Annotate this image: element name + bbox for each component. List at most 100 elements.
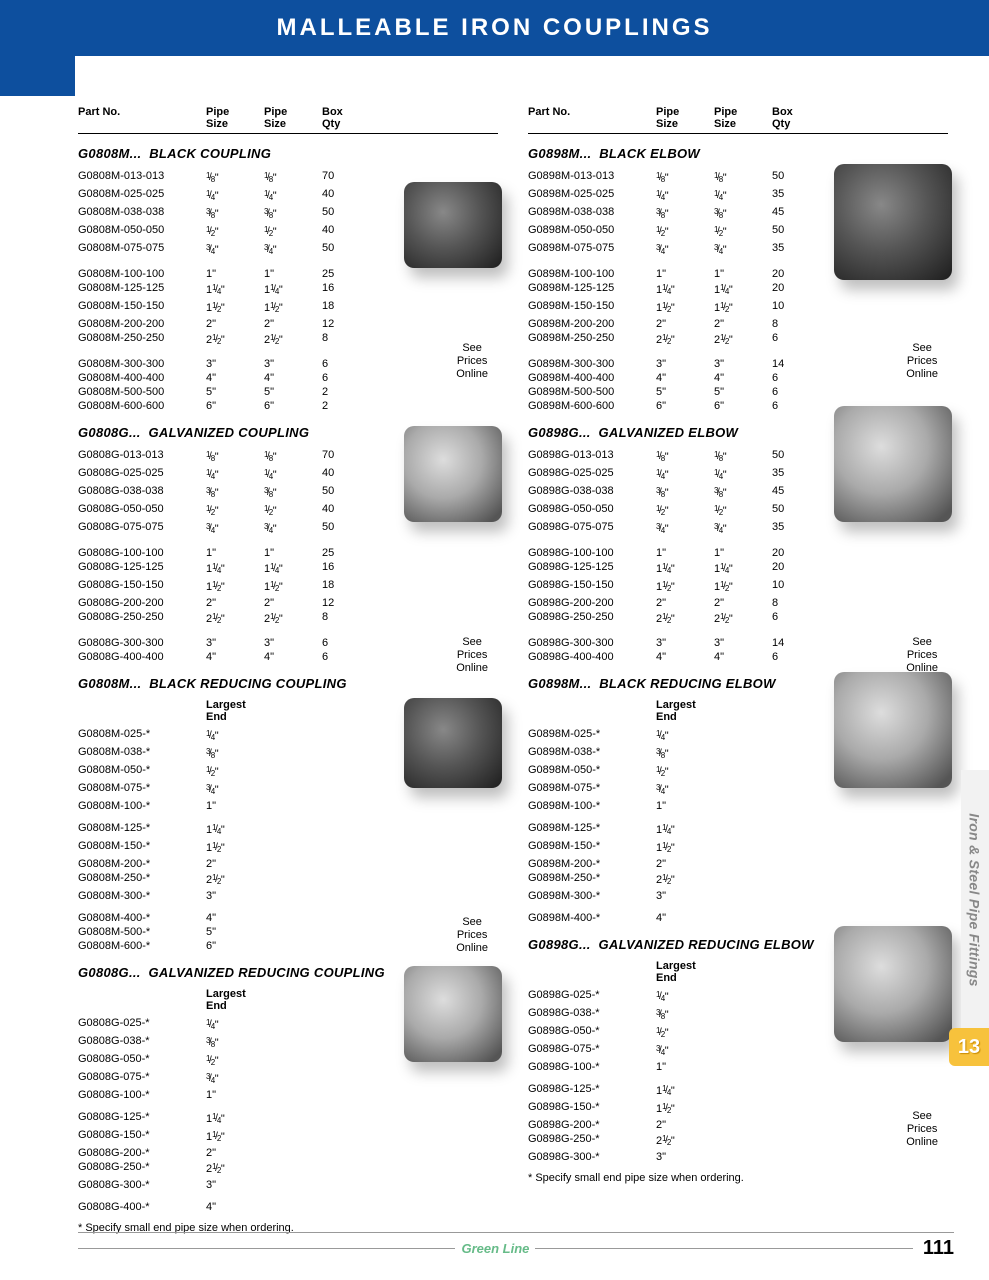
table-row: G0808G-150-15011/2"11/2"18	[78, 578, 498, 596]
table-row: G0898M-250-*21/2"	[528, 871, 948, 889]
table-row: G0808M-600-*6"	[78, 939, 498, 953]
table-row: G0808M-250-25021/2"21/2"8	[78, 331, 498, 349]
row-group: G0808G-300-3003"3"6G0808G-400-4004"4"6	[78, 636, 498, 664]
table-row: G0898G-075-*3/4"	[528, 1042, 948, 1060]
table-row: G0808M-100-*1"	[78, 799, 498, 813]
table-row: G0808G-400-4004"4"6	[78, 650, 498, 664]
table-row: G0898M-200-2002"2"8	[528, 317, 948, 331]
row-group: G0808M-300-3003"3"6G0808M-400-4004"4"6G0…	[78, 357, 498, 413]
section-tab: 13	[949, 1028, 989, 1066]
page-number: 111	[923, 1237, 954, 1260]
row-group: G0898M-400-*4"	[528, 911, 948, 925]
table-row: G0808M-100-1001"1"25	[78, 267, 498, 281]
table-row: G0808M-400-*4"	[78, 911, 498, 925]
product-image	[834, 672, 952, 788]
product-image	[404, 182, 502, 268]
table-row: G0898G-400-4004"4"6	[528, 650, 948, 664]
table-row: G0808M-150-15011/2"11/2"18	[78, 299, 498, 317]
see-prices-label: SeePricesOnline	[906, 636, 938, 675]
table-row: G0808M-125-12511/4"11/4"16	[78, 281, 498, 299]
row-group: G0898M-300-3003"3"14G0898M-400-4004"4"6G…	[528, 357, 948, 413]
table-row: G0898M-250-25021/2"21/2"6	[528, 331, 948, 349]
table-row: G0808G-075-*3/4"	[78, 1070, 498, 1088]
table-row: G0808M-150-*11/2"	[78, 839, 498, 857]
table-row: G0808M-300-3003"3"6	[78, 357, 498, 371]
table-row: G0808M-250-*21/2"	[78, 871, 498, 889]
table-row: G0808G-400-*4"	[78, 1200, 498, 1214]
table-row: G0808M-600-6006"6"2	[78, 399, 498, 413]
see-prices-label: SeePricesOnline	[456, 916, 488, 955]
product-image	[834, 164, 952, 280]
table-row: G0808G-150-*11/2"	[78, 1128, 498, 1146]
row-group: G0898G-100-1001"1"20G0898G-125-12511/4"1…	[528, 546, 948, 628]
table-row: G0898M-100-*1"	[528, 799, 948, 813]
footer-brand: Green Line	[455, 1241, 535, 1256]
see-prices-label: SeePricesOnline	[456, 636, 488, 675]
table-row: G0808G-200-*2"	[78, 1146, 498, 1160]
see-prices-label: SeePricesOnline	[906, 342, 938, 381]
table-row: G0898G-100-1001"1"20	[528, 546, 948, 560]
table-row: G0808M-300-*3"	[78, 889, 498, 903]
table-row: G0898M-300-*3"	[528, 889, 948, 903]
page-title: MALLEABLE IRON COUPLINGS	[0, 0, 989, 56]
table-row: G0808M-400-4004"4"6	[78, 371, 498, 385]
product-image	[404, 966, 502, 1062]
table-row: G0898M-400-*4"	[528, 911, 948, 925]
table-row: G0808M-500-5005"5"2	[78, 385, 498, 399]
table-row: G0898G-200-*2"	[528, 1118, 948, 1132]
row-group: G0808G-100-1001"1"25G0808G-125-12511/4"1…	[78, 546, 498, 628]
table-row: G0808G-250-*21/2"	[78, 1160, 498, 1178]
table-row: G0808G-125-*11/4"	[78, 1110, 498, 1128]
table-row: G0808G-300-*3"	[78, 1178, 498, 1192]
right-column: Part No. PipeSize PipeSize BoxQty G0898M…	[528, 106, 948, 1234]
product-image	[404, 426, 502, 522]
table-row: G0898G-150-15011/2"11/2"10	[528, 578, 948, 596]
left-column: Part No. PipeSize PipeSize BoxQty G0808M…	[78, 106, 498, 1234]
table-row: G0808G-125-12511/4"11/4"16	[78, 560, 498, 578]
column-headers: Part No. PipeSize PipeSize BoxQty	[528, 106, 948, 134]
table-row: G0898G-250-25021/2"21/2"6	[528, 610, 948, 628]
table-row: G0898G-150-*11/2"	[528, 1100, 948, 1118]
table-row: G0808G-075-0753/4"3/4"50	[78, 520, 498, 538]
table-row: G0898G-300-3003"3"14	[528, 636, 948, 650]
table-row: G0898G-125-12511/4"11/4"20	[528, 560, 948, 578]
table-row: G0808G-100-*1"	[78, 1088, 498, 1102]
row-group: G0808G-400-*4"	[78, 1200, 498, 1214]
footnote: * Specify small end pipe size when order…	[528, 1172, 948, 1184]
row-group: G0808M-125-*11/4"G0808M-150-*11/2"G0808M…	[78, 821, 498, 903]
product-image	[404, 698, 502, 788]
table-row: G0808G-250-25021/2"21/2"8	[78, 610, 498, 628]
section-title: G0808M... BLACK COUPLING	[78, 146, 498, 161]
section-title: G0808M... BLACK REDUCING COUPLING	[78, 676, 498, 691]
row-group: G0898M-125-*11/4"G0898M-150-*11/2"G0898M…	[528, 821, 948, 903]
table-row: G0808G-300-3003"3"6	[78, 636, 498, 650]
row-group: G0898G-300-3003"3"14G0898G-400-4004"4"6	[528, 636, 948, 664]
side-category-label: Iron & Steel Pipe Fittings	[961, 770, 989, 1030]
row-group: G0808G-125-*11/4"G0808G-150-*11/2"G0808G…	[78, 1110, 498, 1192]
table-row: G0898M-400-4004"4"6	[528, 371, 948, 385]
column-headers: Part No. PipeSize PipeSize BoxQty	[78, 106, 498, 134]
table-row: G0898M-200-*2"	[528, 857, 948, 871]
table-row: G0898M-300-3003"3"14	[528, 357, 948, 371]
table-row: G0808M-200-*2"	[78, 857, 498, 871]
product-image	[834, 406, 952, 522]
table-row: G0898M-150-15011/2"11/2"10	[528, 299, 948, 317]
table-row: G0808M-200-2002"2"12	[78, 317, 498, 331]
table-row: G0898G-300-*3"	[528, 1150, 948, 1164]
section-title: G0898M... BLACK ELBOW	[528, 146, 948, 161]
table-row: G0898G-250-*21/2"	[528, 1132, 948, 1150]
row-group: G0808M-400-*4"G0808M-500-*5"G0808M-600-*…	[78, 911, 498, 953]
table-row: G0808G-200-2002"2"12	[78, 596, 498, 610]
see-prices-label: SeePricesOnline	[456, 342, 488, 381]
table-row: G0898G-125-*11/4"	[528, 1082, 948, 1100]
nav-stub	[0, 56, 75, 96]
row-group: G0808M-100-1001"1"25G0808M-125-12511/4"1…	[78, 267, 498, 349]
table-row: G0898G-075-0753/4"3/4"35	[528, 520, 948, 538]
table-row: G0898M-125-*11/4"	[528, 821, 948, 839]
see-prices-label: SeePricesOnline	[906, 1110, 938, 1149]
table-row: G0808G-100-1001"1"25	[78, 546, 498, 560]
product-image	[834, 926, 952, 1042]
table-row: G0898G-100-*1"	[528, 1060, 948, 1074]
table-row: G0808M-125-*11/4"	[78, 821, 498, 839]
table-row: G0898G-200-2002"2"8	[528, 596, 948, 610]
